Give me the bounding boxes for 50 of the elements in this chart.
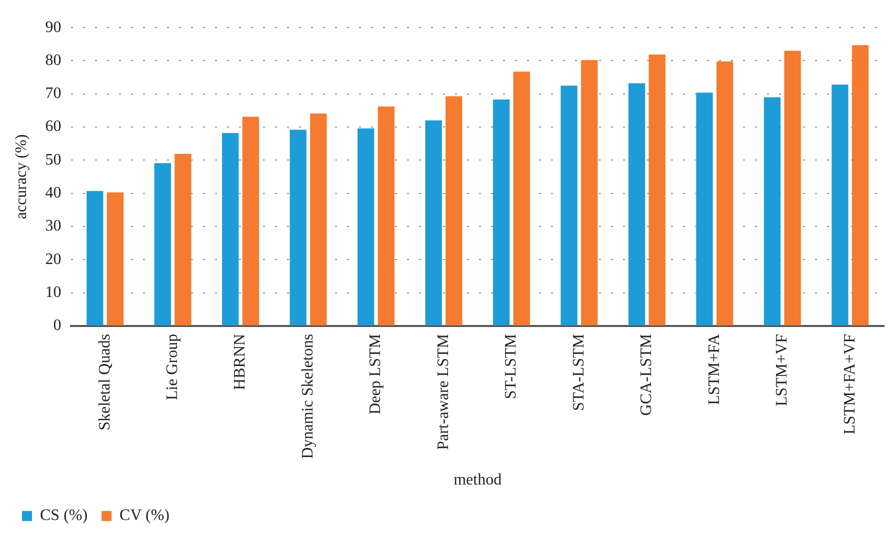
bar — [716, 61, 734, 326]
bar — [852, 45, 869, 326]
bar — [581, 60, 598, 326]
y-tick-label: 20 — [45, 250, 62, 268]
bar — [358, 128, 374, 326]
y-tick-label: 10 — [45, 284, 62, 301]
bar — [242, 116, 260, 326]
bar — [784, 50, 801, 326]
bar — [106, 192, 124, 326]
bar — [560, 86, 578, 326]
x-axis-title: method — [454, 472, 502, 489]
bar — [154, 163, 171, 326]
bar — [290, 130, 306, 326]
bar — [696, 92, 713, 326]
x-tick-label: LSTM+FA+VF — [841, 334, 858, 434]
bar — [86, 191, 104, 326]
x-tick-label: STA-LSTM — [570, 334, 588, 411]
y-axis-title: accuracy (%) — [12, 134, 30, 220]
x-tick-label: Part-aware LSTM — [434, 334, 452, 450]
bar — [628, 83, 646, 326]
x-tick-label: Lie Group — [164, 334, 182, 400]
x-tick-label: HBRNN — [232, 333, 249, 390]
bar — [648, 54, 666, 326]
x-tick-label: Dynamic Skeletons — [299, 334, 316, 459]
x-tick-label: ST-LSTM — [502, 334, 520, 400]
y-tick-label: 70 — [45, 85, 62, 102]
y-tick-label: 40 — [45, 184, 62, 202]
bar — [222, 133, 239, 326]
bar — [174, 154, 192, 326]
y-tick-label: 0 — [53, 317, 62, 334]
y-tick-label: 80 — [45, 52, 62, 69]
x-tick-label: LSTM+VF — [774, 334, 791, 406]
bar — [378, 106, 394, 326]
legend-label: CS (%) — [40, 507, 88, 524]
bar — [832, 84, 848, 326]
x-tick-label: Deep LSTM — [367, 334, 384, 414]
x-tick-label: Skeletal Quads — [96, 334, 114, 430]
x-tick-label: LSTM+FA — [706, 333, 723, 405]
bar — [513, 72, 530, 326]
y-tick-label: 50 — [45, 151, 62, 168]
bar — [425, 120, 442, 326]
y-tick-label: 30 — [45, 218, 62, 235]
y-tick-label: 90 — [45, 18, 62, 36]
x-tick-label: GCA-LSTM — [638, 334, 656, 416]
bar — [492, 100, 510, 326]
legend-label: CV (%) — [120, 507, 170, 524]
bar — [446, 96, 462, 326]
y-tick-label: 60 — [45, 118, 62, 136]
bar — [310, 113, 327, 326]
bar — [764, 97, 781, 326]
